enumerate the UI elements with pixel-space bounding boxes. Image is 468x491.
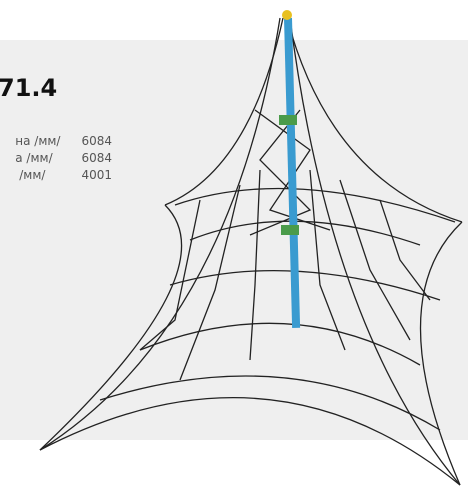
spec-row: /мм/4001	[0, 154, 112, 196]
pole	[284, 17, 301, 328]
net-ropes	[39, 17, 463, 486]
pole-cap	[282, 10, 292, 20]
spec-row: а /мм/6084	[0, 137, 112, 179]
connector	[281, 225, 299, 235]
spec-label: а /мм/	[15, 151, 53, 165]
spec-row: на /мм/6084	[0, 120, 112, 162]
spec-value: 4001	[81, 168, 112, 182]
spec-label: /мм/	[19, 168, 46, 182]
backdrop	[0, 40, 468, 440]
connector	[279, 115, 297, 125]
product-code: 71.4	[0, 74, 58, 102]
spec-value: 6084	[81, 134, 112, 148]
spec-label: на /мм/	[15, 134, 61, 148]
spec-value: 6084	[81, 151, 112, 165]
